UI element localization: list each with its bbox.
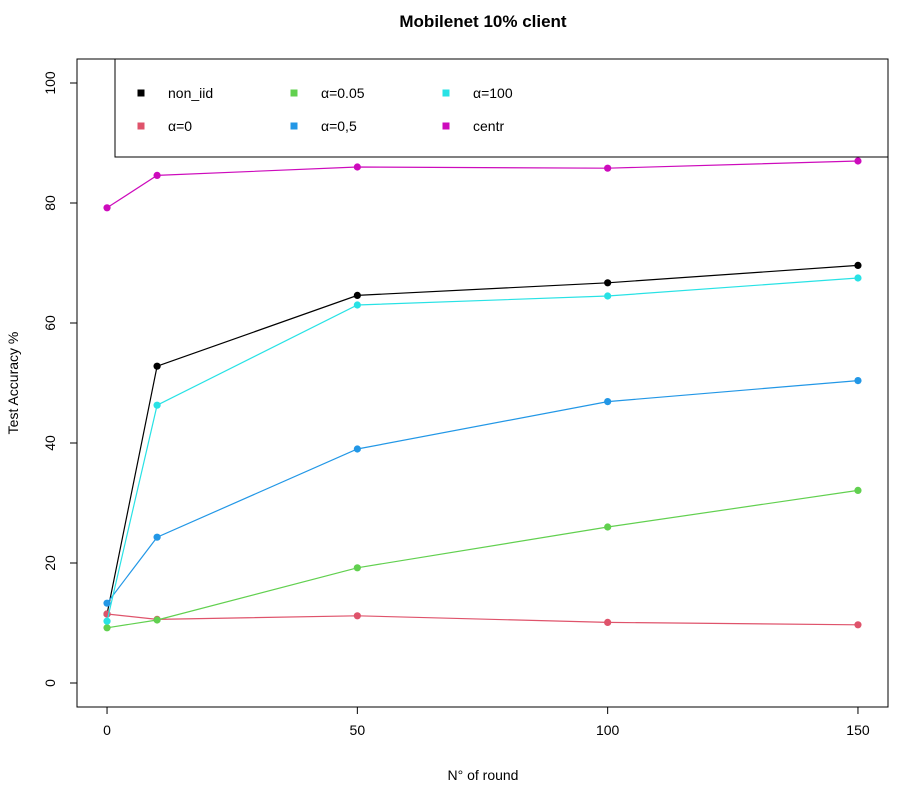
series-line: [106, 489, 859, 629]
series-3: [103, 377, 862, 607]
data-point: [103, 599, 111, 607]
data-point: [353, 612, 361, 620]
series-1: [103, 610, 862, 629]
y-tick-label: 20: [42, 555, 58, 571]
legend-label: α=0: [168, 118, 192, 134]
legend-swatch: [137, 122, 145, 130]
data-point: [353, 445, 361, 453]
data-point: [153, 533, 161, 541]
data-point: [103, 204, 111, 212]
data-point: [153, 362, 161, 370]
data-point: [854, 377, 862, 385]
series-line: [106, 613, 858, 626]
data-point: [103, 617, 111, 625]
series-0: [103, 261, 862, 618]
legend: non_iid α=0 α=0.05 α=0,5 α=100 centr: [114, 58, 889, 158]
legend-swatch: [442, 122, 450, 130]
chart-title: Mobilenet 10% client: [399, 12, 567, 31]
data-point: [103, 624, 111, 632]
series-2: [103, 486, 862, 632]
data-point: [153, 401, 161, 409]
legend-label: α=100: [473, 85, 513, 101]
data-point: [153, 171, 161, 179]
axes: 0 50 100 150 0 20 40 60 80 100: [42, 71, 870, 738]
series-layer: [103, 157, 862, 632]
y-tick-label: 100: [42, 71, 58, 95]
series-line: [106, 160, 858, 209]
legend-swatch: [137, 89, 145, 97]
series-line: [106, 264, 859, 615]
x-axis-label: N° of round: [448, 767, 519, 783]
legend-label: non_iid: [168, 85, 213, 101]
data-point: [604, 164, 612, 172]
data-point: [854, 157, 862, 165]
data-point: [604, 523, 612, 531]
series-5: [103, 157, 862, 212]
legend-box: [114, 58, 889, 158]
data-point: [854, 486, 862, 494]
data-point: [604, 279, 612, 287]
data-point: [353, 564, 361, 572]
data-point: [604, 398, 612, 406]
legend-label: α=0.05: [321, 85, 365, 101]
data-point: [854, 261, 862, 269]
series-line: [106, 277, 859, 622]
legend-label: α=0,5: [321, 118, 357, 134]
series-line: [106, 380, 859, 604]
y-tick-label: 80: [42, 195, 58, 211]
data-point: [854, 274, 862, 282]
y-tick-label: 0: [42, 679, 58, 687]
legend-swatch: [442, 89, 450, 97]
x-tick-label: 150: [846, 722, 870, 738]
data-point: [353, 291, 361, 299]
data-point: [604, 292, 612, 300]
data-point: [854, 621, 862, 629]
x-tick-label: 100: [596, 722, 620, 738]
y-tick-label: 60: [42, 315, 58, 331]
legend-swatch: [290, 122, 298, 130]
x-tick-label: 50: [350, 722, 366, 738]
legend-label: centr: [473, 118, 504, 134]
data-point: [153, 616, 161, 624]
data-point: [353, 163, 361, 171]
series-4: [103, 274, 862, 625]
legend-swatch: [290, 89, 298, 97]
data-point: [353, 301, 361, 309]
y-tick-label: 40: [42, 435, 58, 451]
x-tick-label: 0: [103, 722, 111, 738]
y-axis-label: Test Accuracy %: [5, 332, 21, 435]
data-point: [604, 618, 612, 627]
